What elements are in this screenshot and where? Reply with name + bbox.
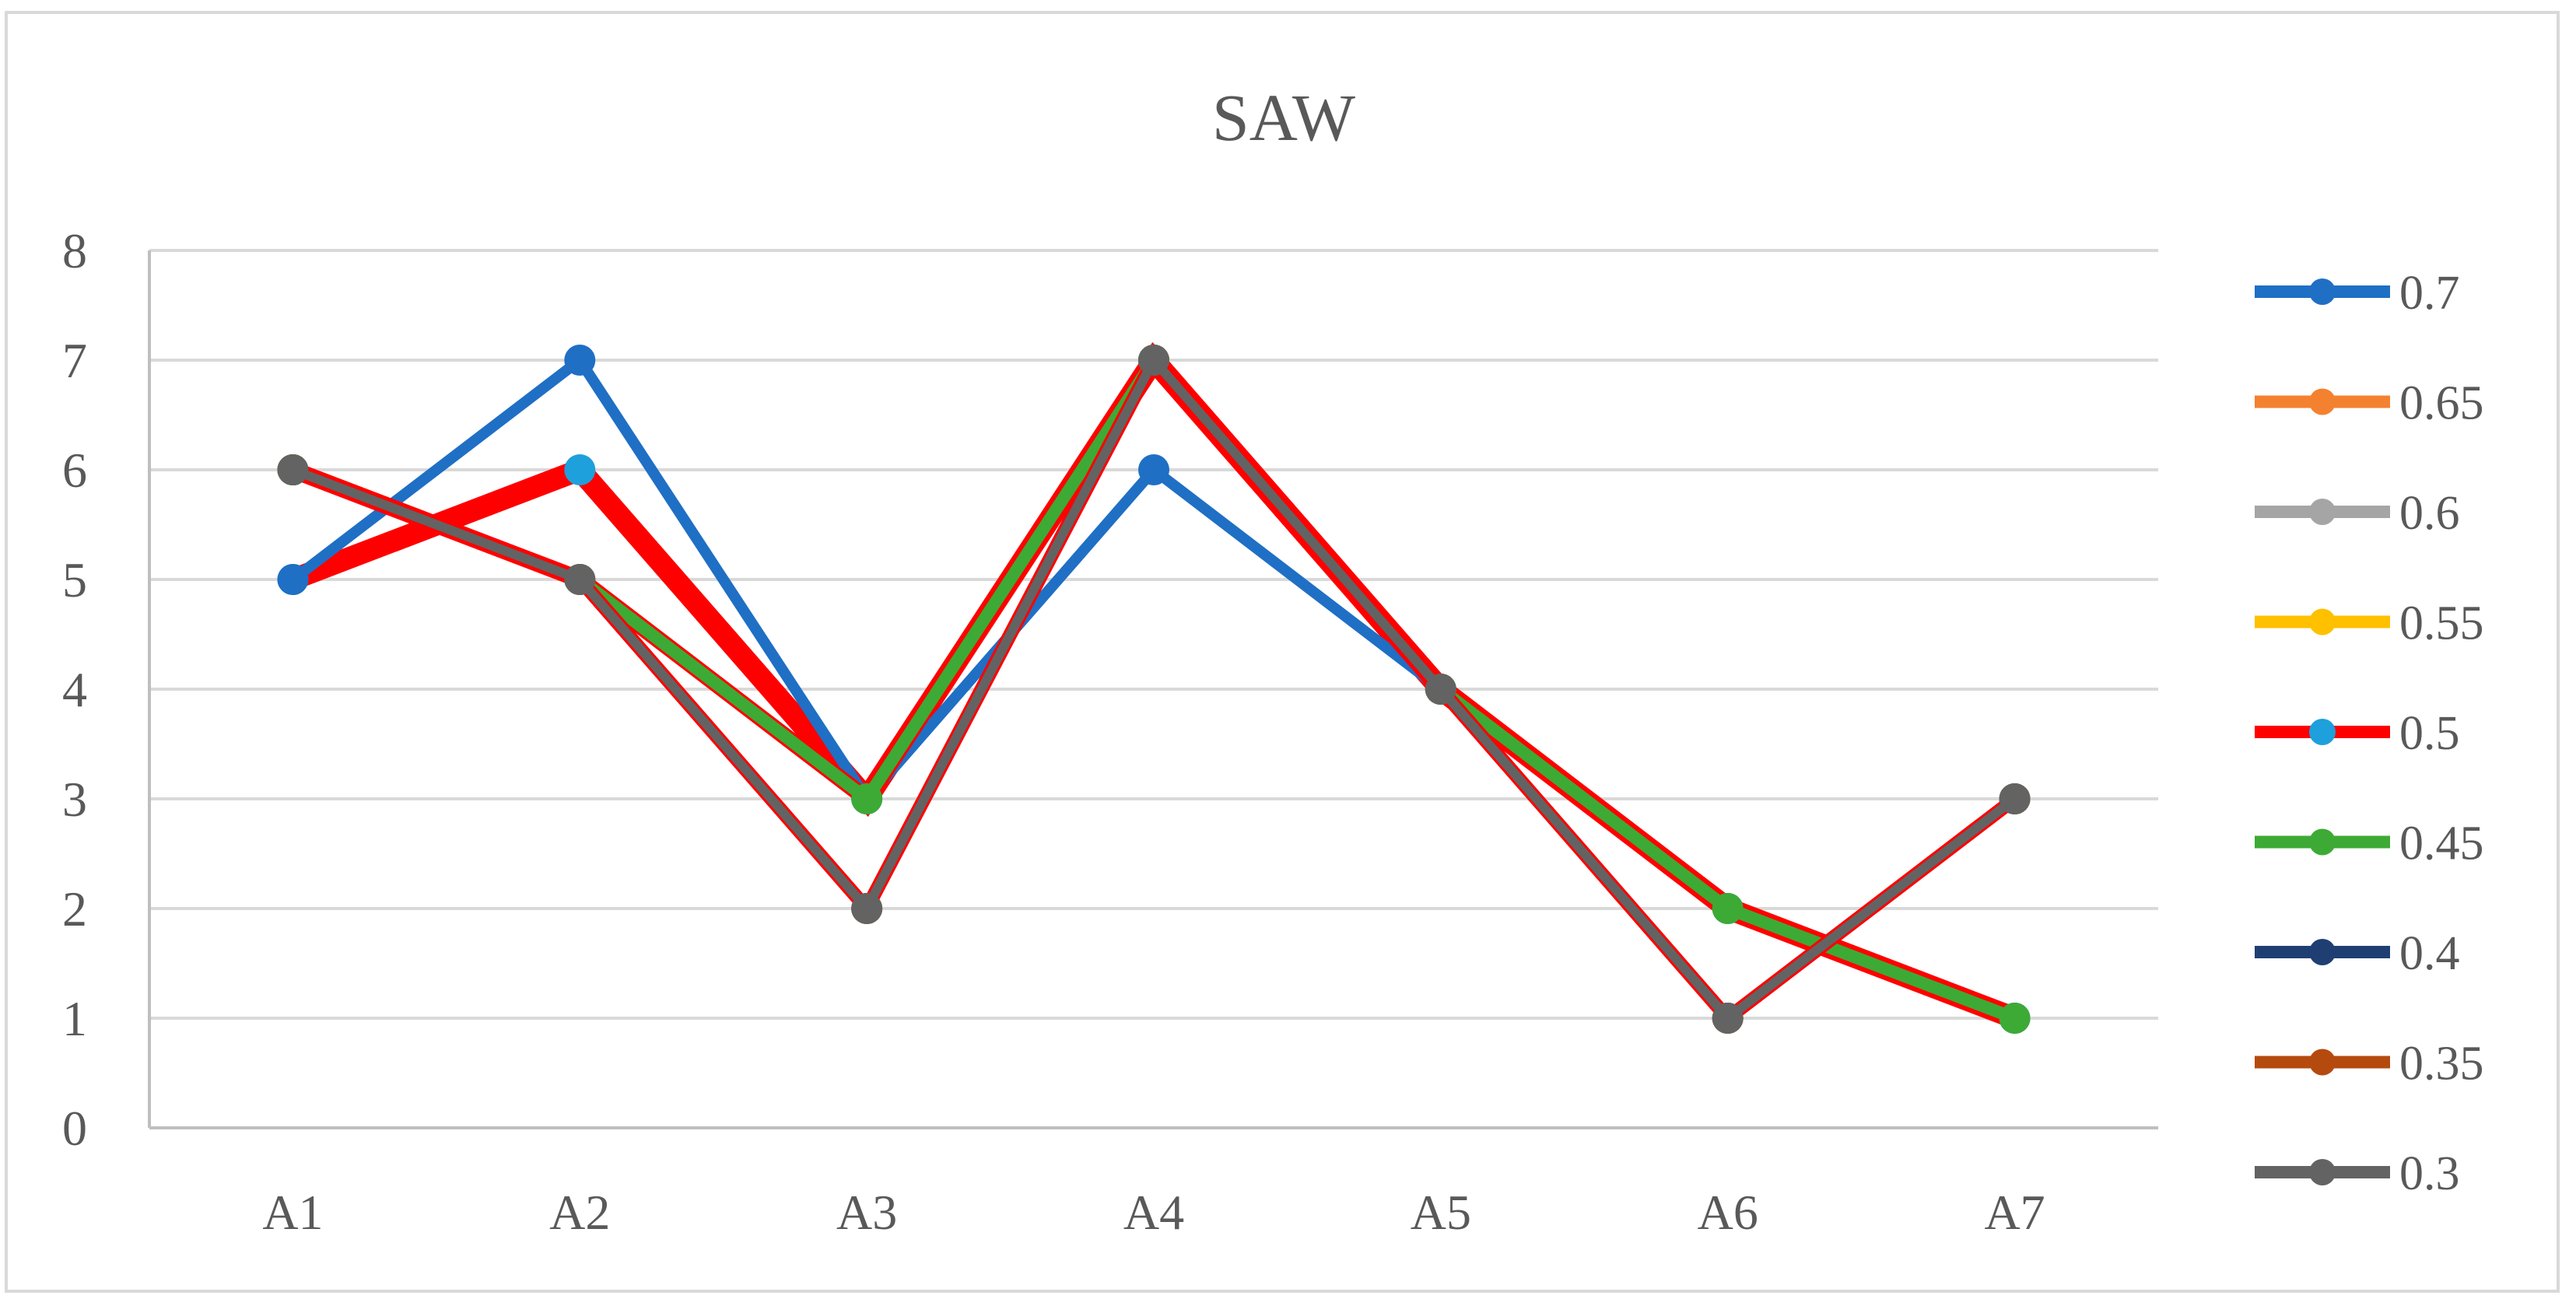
legend-item[interactable]: 0.3 [2255, 1147, 2460, 1200]
x-tick-label: A6 [1698, 1185, 1758, 1240]
legend-item[interactable]: 0.4 [2255, 927, 2460, 980]
data-point [851, 783, 883, 814]
legend-swatch-marker [2309, 608, 2336, 635]
legend-item[interactable]: 0.7 [2255, 267, 2460, 320]
x-tick-label: A5 [1411, 1185, 1471, 1240]
chart-title: SAW [1212, 80, 1355, 155]
legend-swatch-marker [2309, 939, 2336, 965]
legend-item[interactable]: 0.45 [2255, 818, 2484, 870]
x-tick-label: A2 [549, 1185, 610, 1240]
legend-swatch-marker [2309, 499, 2336, 525]
data-point [1138, 454, 1169, 485]
legend-item[interactable]: 0.35 [2255, 1038, 2484, 1091]
y-tick-label: 8 [62, 223, 87, 278]
data-point [277, 564, 309, 595]
x-tick-label: A3 [836, 1185, 897, 1240]
legend-swatch-marker [2309, 388, 2336, 415]
legend-label: 0.6 [2399, 487, 2460, 540]
legend[interactable]: 0.7 0.65 0.6 0.55 0.5 0.45 0.4 0.35 0.3 [2255, 267, 2484, 1200]
legend-item[interactable]: 0.6 [2255, 487, 2460, 540]
data-point [564, 564, 596, 595]
y-tick-label: 2 [62, 881, 87, 937]
y-tick-label: 4 [62, 662, 87, 717]
y-tick-label: 5 [62, 552, 87, 607]
y-tick-label: 3 [62, 772, 87, 827]
y-tick-label: 7 [62, 333, 87, 388]
x-tick-label: A1 [262, 1185, 323, 1240]
x-tick-label: A7 [1984, 1185, 2045, 1240]
legend-label: 0.7 [2399, 267, 2460, 320]
legend-swatch-marker [2309, 1159, 2336, 1185]
series-lines [277, 341, 2031, 1034]
data-point [1425, 674, 1456, 705]
legend-item[interactable]: 0.65 [2255, 377, 2484, 430]
data-point [277, 454, 309, 485]
data-point [564, 454, 596, 485]
y-tick-label: 1 [62, 991, 87, 1046]
legend-swatch-marker [2309, 1049, 2336, 1076]
legend-label: 0.4 [2399, 927, 2460, 980]
y-tick-label: 0 [62, 1101, 87, 1156]
data-point [564, 345, 596, 376]
data-point [851, 893, 883, 924]
data-point [1999, 783, 2031, 814]
axes: 0 1 2 3 4 5 6 7 8 A1 A2 A3 A4 A5 A6 A7 [62, 223, 2158, 1240]
y-tick-label: 6 [62, 443, 87, 498]
data-point [1138, 345, 1169, 376]
legend-label: 0.45 [2399, 818, 2484, 870]
legend-item[interactable]: 0.5 [2255, 707, 2460, 760]
data-point [1712, 1003, 1744, 1034]
series-0_3 [277, 345, 2031, 1034]
data-point [1999, 1003, 2031, 1034]
legend-label: 0.55 [2399, 597, 2484, 650]
chart-frame [5, 11, 2560, 1293]
legend-swatch-marker [2309, 828, 2336, 856]
data-point [1712, 893, 1744, 924]
legend-swatch-marker [2309, 278, 2336, 305]
legend-label: 0.65 [2399, 377, 2484, 430]
legend-label: 0.5 [2399, 707, 2460, 760]
x-tick-label: A4 [1123, 1185, 1184, 1240]
legend-item[interactable]: 0.55 [2255, 597, 2484, 650]
legend-swatch-marker [2309, 719, 2336, 745]
legend-label: 0.3 [2399, 1147, 2460, 1200]
legend-label: 0.35 [2399, 1038, 2484, 1091]
